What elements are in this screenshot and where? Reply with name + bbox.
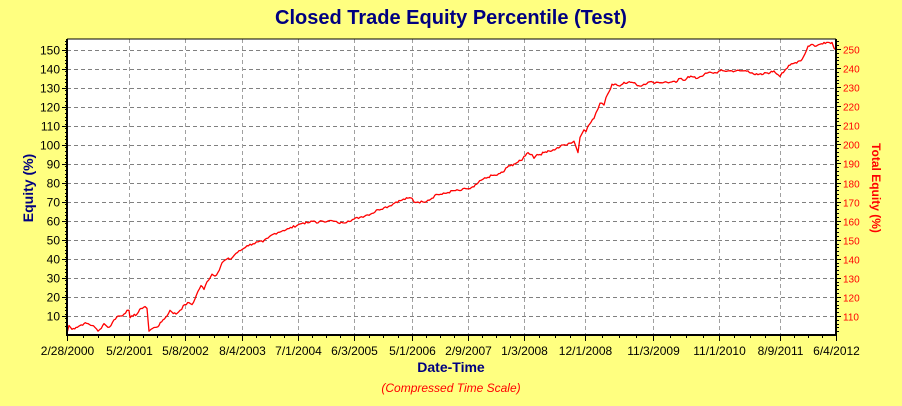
x-tick-label: 11/1/2010 (693, 344, 746, 358)
y-tick-label: 20 (47, 291, 61, 305)
x-tick-label: 2/9/2007 (445, 344, 492, 358)
y-right-tick-label: 150 (843, 237, 860, 248)
y-tick-label: 80 (47, 177, 61, 191)
y-tick-label: 120 (40, 101, 60, 115)
time-scale-note: (Compressed Time Scale) (381, 381, 521, 395)
y-right-tick-label: 230 (843, 84, 860, 95)
plot-area (67, 39, 836, 335)
y-axis-right-ticks: 110 120 130 140 150 160 170 180 190 200 210 220 230 2… (836, 41, 860, 332)
y-axis-left-ticks: 10 20 30 40 50 60 70 80 90 100 110 120 130 140 150 (40, 41, 67, 327)
x-tick-label: 5/2/2001 (106, 344, 153, 358)
x-tick-label: 7/1/2004 (275, 344, 322, 358)
y-right-tick-label: 250 (843, 46, 860, 57)
y-right-tick-label: 110 (843, 313, 859, 324)
equity-line (66, 41, 837, 334)
y-right-tick-label: 240 (843, 65, 860, 76)
x-tick-label: 8/9/2011 (758, 344, 804, 358)
x-tick-label: 1/3/2008 (501, 344, 548, 358)
y-right-tick-label: 210 (843, 122, 860, 133)
x-tick-label: 8/4/2003 (219, 344, 266, 358)
y-tick-label: 70 (47, 196, 61, 210)
y-axis-label-left: Equity (%) (20, 153, 36, 223)
x-axis-ticks: 2/28/2000 5/2/2001 5/8/2002 8/4/2003 7/1/200… (41, 335, 860, 358)
y-tick-label: 50 (47, 234, 61, 248)
grid-lines (67, 39, 836, 335)
y-tick-label: 140 (40, 63, 60, 77)
y-tick-label: 40 (47, 253, 61, 267)
y-tick-label: 60 (47, 215, 61, 229)
y-right-tick-label: 200 (843, 141, 860, 152)
y-tick-label: 150 (40, 44, 60, 58)
y-right-tick-label: 160 (843, 218, 860, 229)
y-tick-label: 90 (47, 158, 61, 172)
y-right-tick-label: 140 (843, 256, 860, 267)
x-tick-label: 6/4/2012 (813, 344, 860, 358)
y-right-tick-label: 180 (843, 180, 860, 191)
y-tick-label: 10 (47, 310, 61, 324)
x-tick-label: 5/8/2002 (162, 344, 209, 358)
y-axis-label-right: Total Equity (%) (869, 143, 883, 233)
y-right-tick-label: 130 (843, 275, 860, 286)
y-right-tick-label: 170 (843, 199, 860, 210)
x-tick-label: 5/1/2006 (389, 344, 436, 358)
y-right-tick-label: 220 (843, 103, 860, 114)
y-tick-label: 100 (40, 139, 60, 153)
x-tick-label: 11/3/2009 (627, 344, 680, 358)
y-right-tick-label: 190 (843, 160, 860, 171)
x-axis-label: Date-Time (417, 359, 485, 375)
y-tick-label: 110 (41, 120, 60, 134)
y-tick-label: 30 (47, 272, 61, 286)
y-right-tick-label: 120 (843, 294, 860, 305)
y-tick-label: 130 (40, 82, 60, 96)
x-tick-label: 6/3/2005 (331, 344, 378, 358)
x-tick-label: 12/1/2008 (559, 344, 613, 358)
chart-title: Closed Trade Equity Percentile (Test) (275, 7, 627, 29)
x-tick-label: 2/28/2000 (41, 344, 95, 358)
